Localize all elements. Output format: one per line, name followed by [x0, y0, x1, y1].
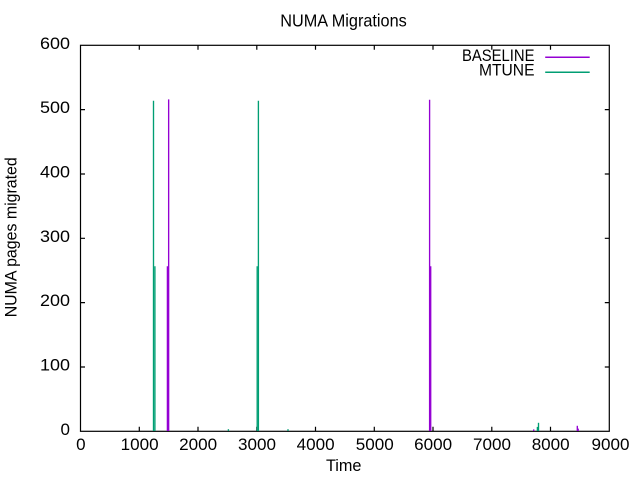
svg-text:3000: 3000 — [238, 435, 276, 454]
svg-text:Time: Time — [326, 456, 362, 475]
svg-text:9000: 9000 — [592, 435, 630, 454]
svg-text:NUMA pages migrated: NUMA pages migrated — [2, 157, 21, 317]
svg-text:BASELINE: BASELINE — [462, 46, 535, 65]
svg-text:8000: 8000 — [532, 435, 570, 454]
svg-text:6000: 6000 — [414, 435, 452, 454]
svg-text:4000: 4000 — [297, 435, 335, 454]
svg-text:500: 500 — [40, 98, 70, 117]
svg-text:MTUNE: MTUNE — [479, 61, 535, 80]
svg-text:0: 0 — [76, 435, 85, 454]
svg-text:400: 400 — [40, 163, 70, 182]
svg-text:5000: 5000 — [356, 435, 394, 454]
svg-text:200: 200 — [40, 291, 70, 310]
svg-text:7000: 7000 — [473, 435, 511, 454]
svg-text:300: 300 — [40, 227, 70, 246]
svg-text:0: 0 — [61, 420, 70, 439]
svg-text:600: 600 — [40, 34, 70, 53]
svg-text:2000: 2000 — [179, 435, 217, 454]
svg-text:1000: 1000 — [121, 435, 159, 454]
svg-text:100: 100 — [40, 356, 70, 375]
svg-text:NUMA Migrations: NUMA Migrations — [280, 10, 407, 30]
